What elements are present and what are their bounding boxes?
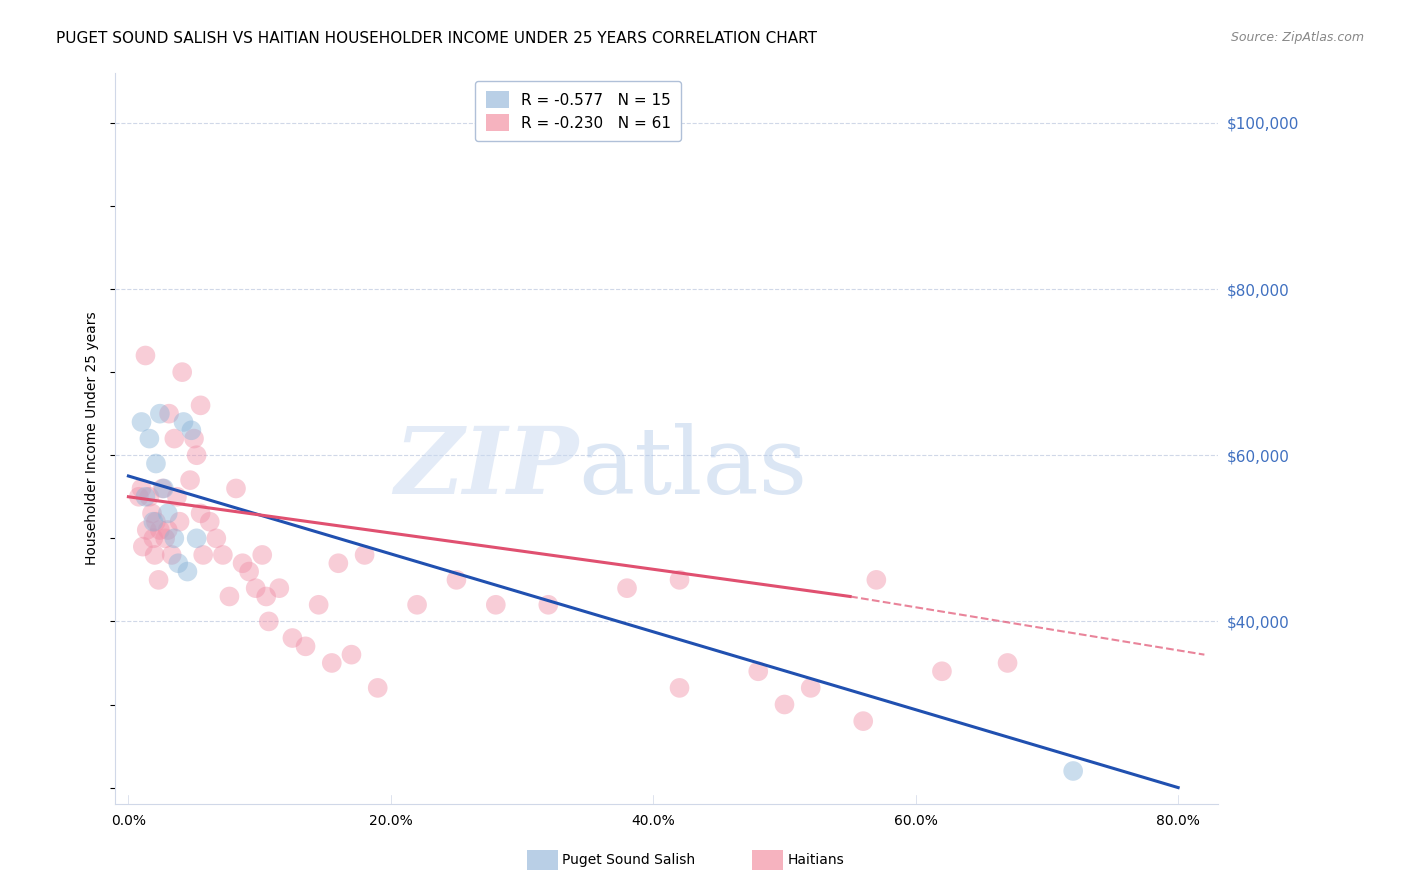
Point <box>153 531 176 545</box>
Point <box>367 681 389 695</box>
Y-axis label: Householder Income Under 25 years: Householder Income Under 25 years <box>86 312 100 566</box>
Point <box>198 515 221 529</box>
Point <box>1062 764 1084 778</box>
Text: Haitians: Haitians <box>787 853 844 867</box>
Point <box>167 556 190 570</box>
Point <box>852 714 875 728</box>
Point <box>134 490 156 504</box>
Point <box>537 598 560 612</box>
Point <box>997 656 1019 670</box>
Text: PUGET SOUND SALISH VS HAITIAN HOUSEHOLDER INCOME UNDER 25 YEARS CORRELATION CHAR: PUGET SOUND SALISH VS HAITIAN HOUSEHOLDE… <box>56 31 817 46</box>
Point <box>328 556 350 570</box>
Point <box>212 548 235 562</box>
Point <box>446 573 468 587</box>
Point <box>135 523 157 537</box>
Point <box>205 531 228 545</box>
Point <box>257 615 280 629</box>
Point <box>166 490 188 504</box>
Point <box>931 665 953 679</box>
Point <box>485 598 508 612</box>
Point <box>143 548 166 562</box>
Point <box>773 698 796 712</box>
Point <box>160 548 183 562</box>
Point <box>193 548 215 562</box>
Point <box>747 665 769 679</box>
Text: atlas: atlas <box>578 423 807 513</box>
Point <box>145 457 167 471</box>
Point <box>134 349 156 363</box>
Point <box>138 490 160 504</box>
Point <box>190 398 212 412</box>
Point <box>145 515 167 529</box>
Point <box>157 407 180 421</box>
Point <box>308 598 330 612</box>
Point <box>172 365 194 379</box>
Point <box>340 648 363 662</box>
Point <box>232 556 254 570</box>
Point <box>142 531 165 545</box>
Point <box>668 573 690 587</box>
Point <box>353 548 375 562</box>
Point <box>238 565 260 579</box>
Point <box>186 531 208 545</box>
Point <box>190 507 212 521</box>
Point <box>152 482 174 496</box>
Point <box>252 548 274 562</box>
Point <box>128 490 150 504</box>
Text: Source: ZipAtlas.com: Source: ZipAtlas.com <box>1230 31 1364 45</box>
Point <box>254 590 277 604</box>
Point <box>142 515 165 529</box>
Point <box>176 565 198 579</box>
Point <box>865 573 887 587</box>
Point <box>218 590 240 604</box>
Point <box>668 681 690 695</box>
Point <box>245 581 267 595</box>
Point <box>183 432 205 446</box>
Point <box>163 531 186 545</box>
Point <box>269 581 291 595</box>
Point <box>149 407 172 421</box>
Point <box>406 598 429 612</box>
Point <box>138 432 160 446</box>
Point <box>173 415 195 429</box>
Point <box>131 415 153 429</box>
Point <box>800 681 823 695</box>
Point <box>148 573 170 587</box>
Point <box>156 523 179 537</box>
Legend: R = -0.577   N = 15, R = -0.230   N = 61: R = -0.577 N = 15, R = -0.230 N = 61 <box>475 80 682 142</box>
Point <box>179 473 201 487</box>
Point <box>141 507 163 521</box>
Point <box>186 448 208 462</box>
Point <box>169 515 191 529</box>
Point <box>132 540 155 554</box>
Text: Puget Sound Salish: Puget Sound Salish <box>562 853 696 867</box>
Point <box>163 432 186 446</box>
Point <box>131 482 153 496</box>
Point <box>616 581 638 595</box>
Text: ZIP: ZIP <box>394 423 578 513</box>
Point <box>153 482 176 496</box>
Point <box>156 507 179 521</box>
Point <box>321 656 343 670</box>
Point <box>294 640 316 654</box>
Point <box>149 523 172 537</box>
Point <box>225 482 247 496</box>
Point <box>180 423 202 437</box>
Point <box>281 631 304 645</box>
